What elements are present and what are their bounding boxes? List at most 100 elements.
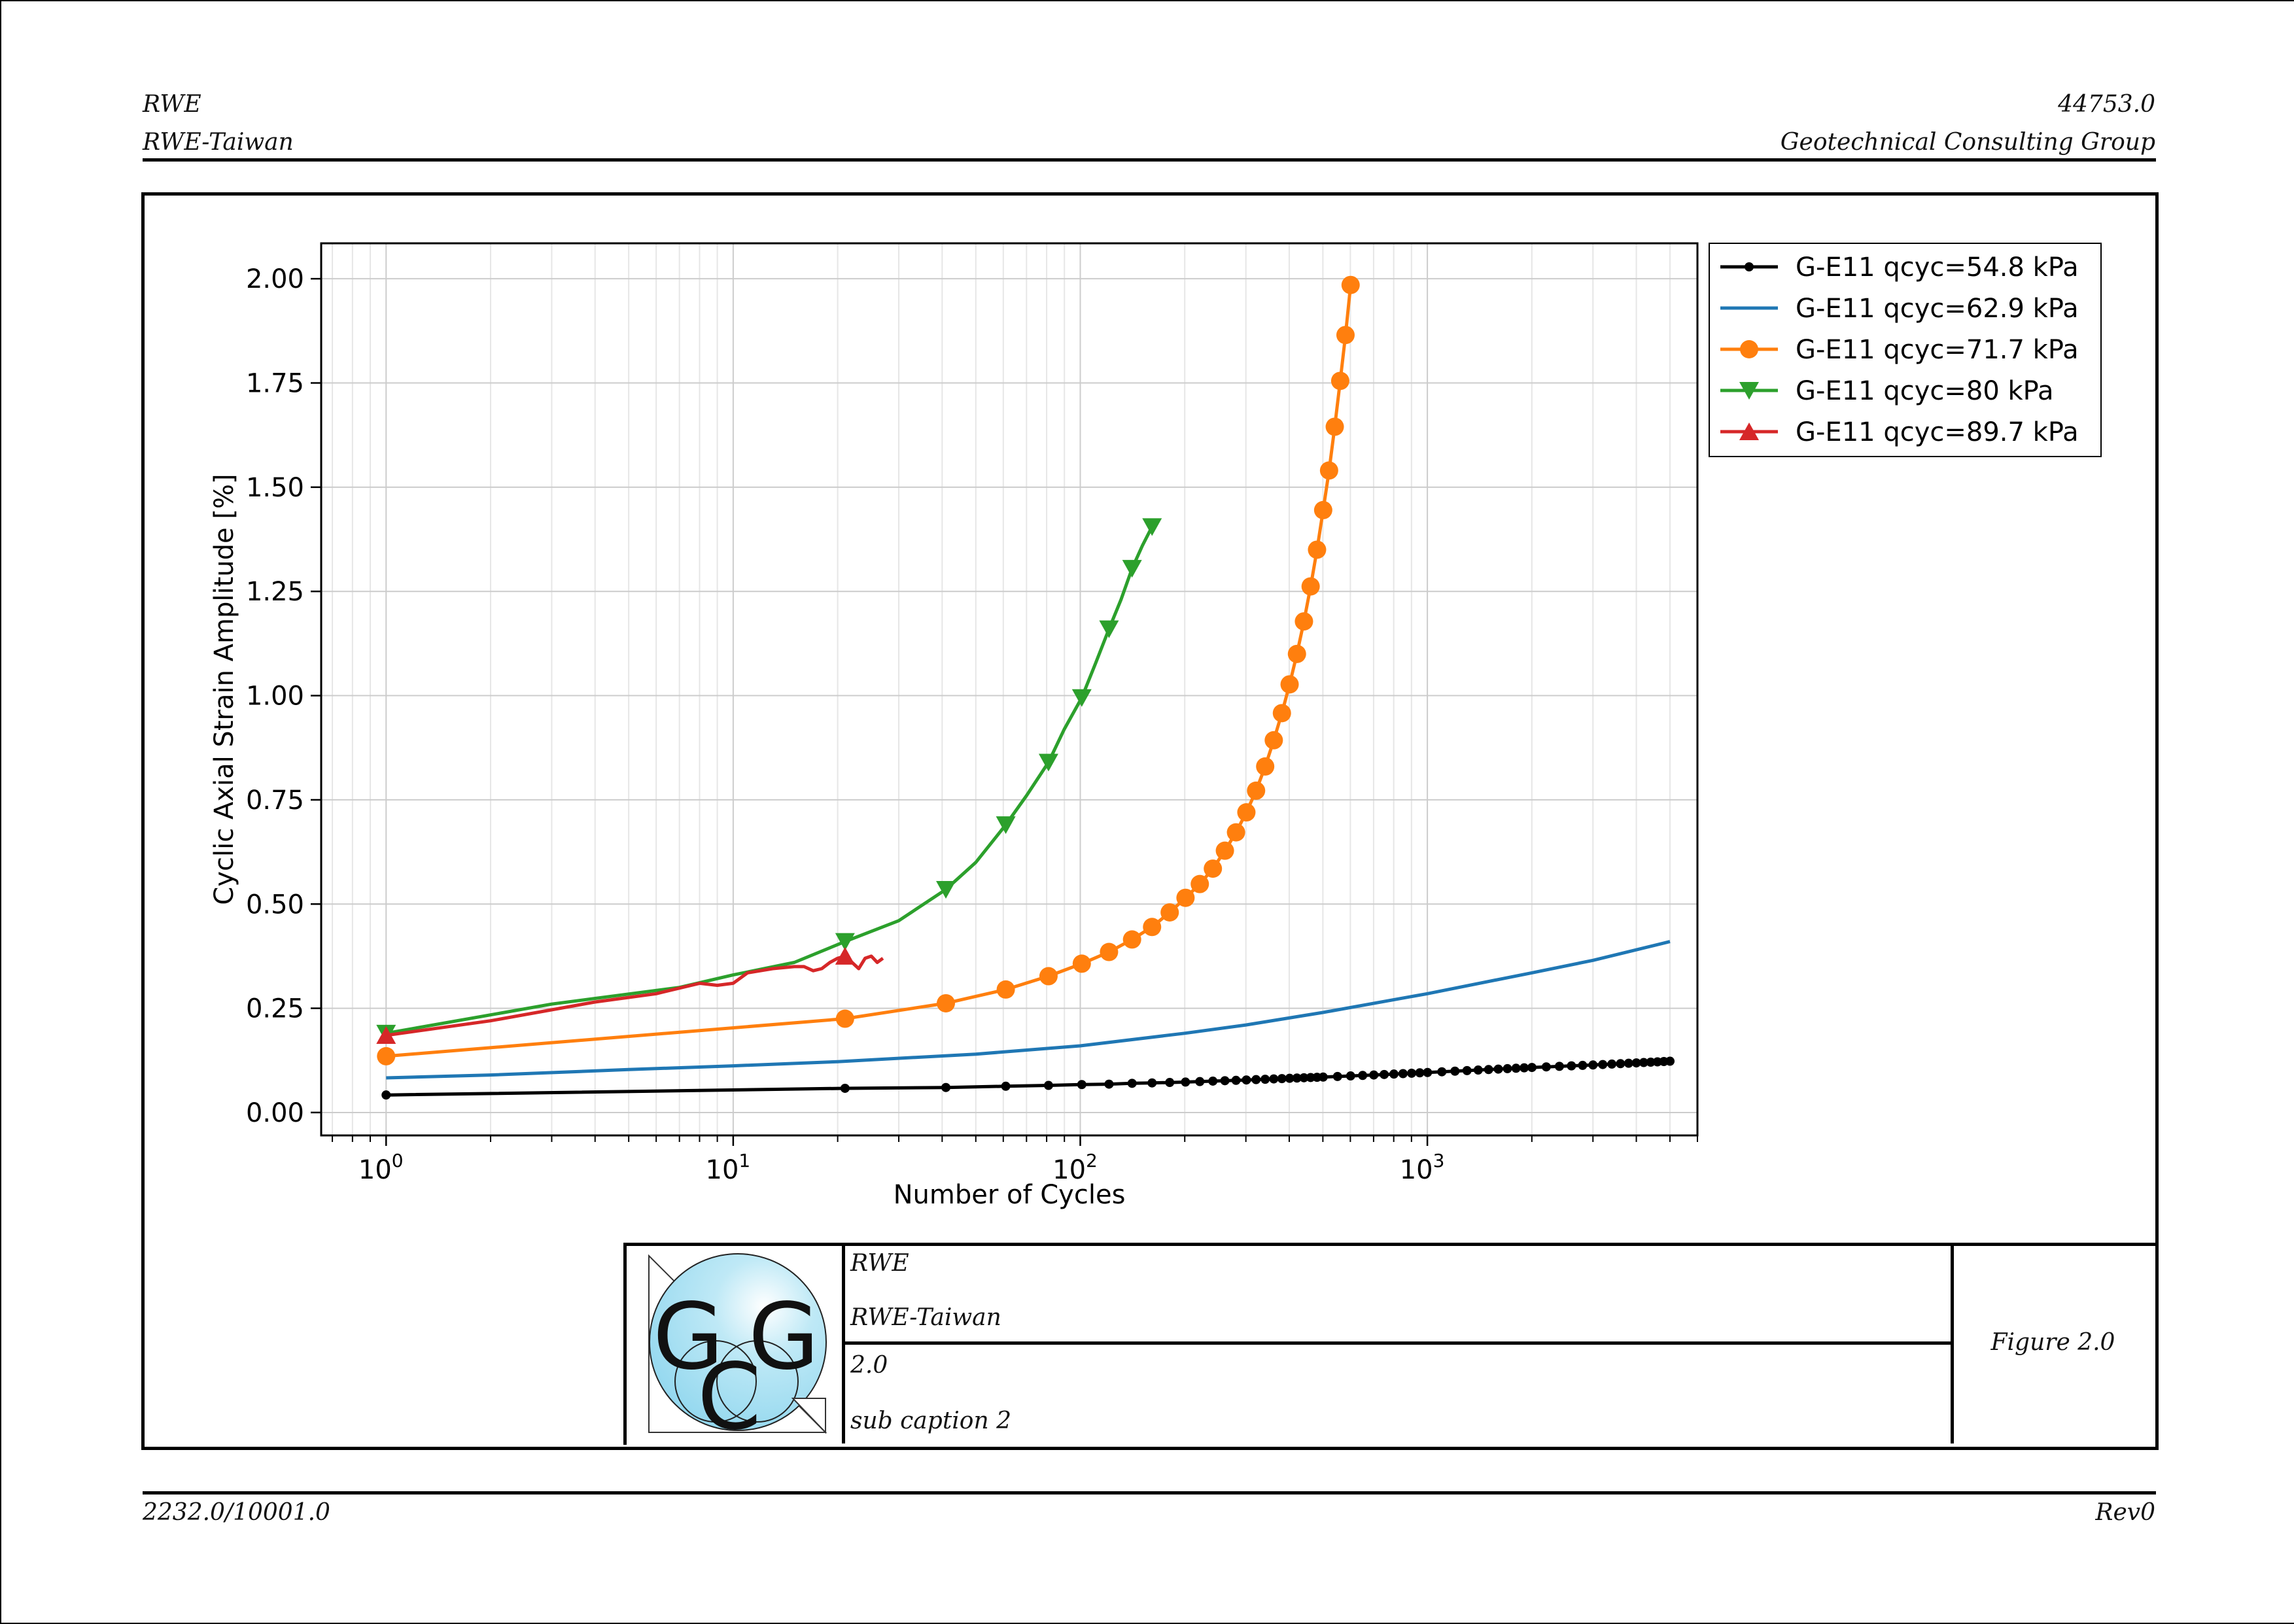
data-point bbox=[1631, 1058, 1641, 1068]
data-point bbox=[1450, 1066, 1460, 1076]
data-point bbox=[1039, 967, 1058, 986]
data-point bbox=[1038, 753, 1058, 772]
data-point bbox=[1195, 1077, 1205, 1086]
y-tick-label: 2.00 bbox=[246, 264, 304, 294]
data-point bbox=[1292, 1073, 1302, 1083]
data-point bbox=[1308, 540, 1327, 559]
data-point bbox=[1319, 461, 1338, 480]
data-point bbox=[1358, 1071, 1368, 1080]
data-point bbox=[1739, 382, 1759, 400]
y-tick-label: 0.50 bbox=[246, 890, 304, 920]
data-point bbox=[1462, 1065, 1472, 1075]
data-point bbox=[1318, 1072, 1328, 1082]
data-point bbox=[1256, 757, 1275, 776]
data-point bbox=[1541, 1062, 1551, 1072]
data-point bbox=[835, 1009, 854, 1028]
data-point bbox=[1493, 1064, 1503, 1074]
data-point bbox=[1503, 1063, 1512, 1073]
series-line bbox=[385, 954, 884, 1037]
data-point bbox=[996, 980, 1015, 999]
legend: G-E11 qcyc=54.8 kPa G-E11 qcyc=62.9 kPa G-… bbox=[1709, 243, 2102, 457]
data-point bbox=[1624, 1058, 1633, 1068]
title-block-number: 2.0 bbox=[850, 1352, 888, 1379]
data-point bbox=[1099, 620, 1119, 638]
data-point bbox=[1160, 903, 1179, 922]
data-point bbox=[1473, 1065, 1483, 1075]
series-1 bbox=[381, 1056, 1675, 1100]
y-tick-label: 0.25 bbox=[246, 994, 304, 1024]
legend-label: G-E11 qcyc=89.7 kPa bbox=[1796, 417, 2079, 447]
data-point bbox=[1104, 1079, 1114, 1089]
data-point bbox=[1280, 675, 1299, 694]
title-block-divider-figure bbox=[1951, 1243, 1954, 1443]
data-point bbox=[1043, 1080, 1053, 1090]
title-block-divider-logo bbox=[842, 1243, 845, 1443]
y-tick-label: 1.75 bbox=[246, 369, 304, 399]
plot-area-border bbox=[320, 242, 1699, 1137]
series-line bbox=[385, 526, 1154, 1035]
data-point bbox=[1341, 275, 1360, 294]
data-point bbox=[1332, 1071, 1342, 1081]
data-point bbox=[1616, 1059, 1625, 1069]
title-block-caption: sub caption 2 bbox=[850, 1408, 1012, 1434]
series-line bbox=[386, 940, 1671, 1080]
data-point bbox=[1415, 1068, 1425, 1078]
data-point bbox=[1181, 1077, 1190, 1087]
data-point bbox=[1220, 1076, 1230, 1086]
data-point bbox=[1208, 1076, 1218, 1086]
data-point bbox=[1588, 1060, 1598, 1070]
y-tick-label: 0.00 bbox=[246, 1098, 304, 1128]
title-block-figure: Figure 2.0 bbox=[1990, 1329, 2115, 1356]
x-axis-label: Number of Cycles bbox=[894, 1180, 1126, 1210]
data-point bbox=[1369, 1070, 1379, 1080]
data-point bbox=[835, 946, 855, 965]
data-point bbox=[936, 880, 956, 899]
data-point bbox=[1100, 942, 1119, 961]
data-point bbox=[1122, 560, 1142, 578]
title-block-client: RWE bbox=[850, 1250, 909, 1277]
data-point bbox=[1389, 1069, 1399, 1079]
svg-text:C: C bbox=[697, 1344, 761, 1434]
data-point bbox=[1299, 1073, 1309, 1082]
data-point bbox=[1122, 930, 1141, 949]
series-4 bbox=[376, 518, 1162, 1043]
data-point bbox=[1143, 918, 1162, 937]
header-client: RWE bbox=[143, 91, 201, 118]
y-tick-label: 1.25 bbox=[246, 577, 304, 607]
x-tick-label: 100 bbox=[358, 1150, 404, 1185]
grid-major bbox=[321, 243, 1697, 1135]
data-point bbox=[1269, 1074, 1279, 1084]
logo-globe-icon bbox=[649, 1253, 827, 1431]
data-point bbox=[1745, 262, 1754, 271]
legend-label: G-E11 qcyc=54.8 kPa bbox=[1796, 252, 2079, 283]
data-point bbox=[1423, 1067, 1433, 1077]
data-point bbox=[1380, 1069, 1389, 1079]
data-point bbox=[1578, 1060, 1588, 1070]
data-point bbox=[1215, 841, 1234, 860]
legend-label: G-E11 qcyc=71.7 kPa bbox=[1796, 335, 2079, 365]
data-point bbox=[1313, 500, 1332, 519]
legend-label: G-E11 qcyc=62.9 kPa bbox=[1796, 294, 2079, 324]
header-project: RWE-Taiwan bbox=[143, 129, 294, 156]
x-axis-ticks: 100 101 102 103 bbox=[332, 1135, 1698, 1185]
data-point bbox=[1072, 954, 1091, 973]
series-2 bbox=[386, 940, 1671, 1080]
header-company: Geotechnical Consulting Group bbox=[1780, 129, 2155, 156]
data-point bbox=[1330, 371, 1349, 390]
data-point bbox=[1251, 1075, 1261, 1084]
data-point bbox=[840, 1083, 850, 1093]
y-tick-label: 1.50 bbox=[246, 473, 304, 503]
data-point bbox=[1226, 823, 1245, 842]
footer-revision: Rev0 bbox=[2095, 1499, 2155, 1526]
data-point bbox=[1325, 417, 1344, 436]
data-point bbox=[1142, 518, 1162, 536]
data-point bbox=[1598, 1060, 1608, 1069]
data-point bbox=[381, 1090, 391, 1100]
legend-label: G-E11 qcyc=80 kPa bbox=[1796, 376, 2054, 406]
gcg-logo: G C G bbox=[648, 1253, 827, 1434]
series-layer bbox=[376, 275, 1675, 1100]
series-5 bbox=[376, 946, 884, 1045]
series-line bbox=[386, 285, 1353, 1058]
header-rule bbox=[143, 158, 2156, 162]
